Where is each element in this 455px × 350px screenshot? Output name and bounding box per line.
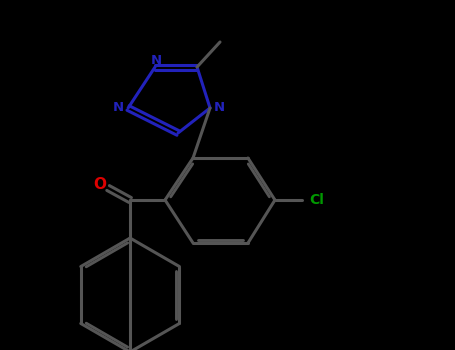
Text: N: N bbox=[151, 54, 162, 67]
Text: N: N bbox=[113, 100, 124, 114]
Text: O: O bbox=[93, 177, 106, 192]
Text: N: N bbox=[214, 100, 225, 114]
Text: Cl: Cl bbox=[309, 193, 324, 207]
